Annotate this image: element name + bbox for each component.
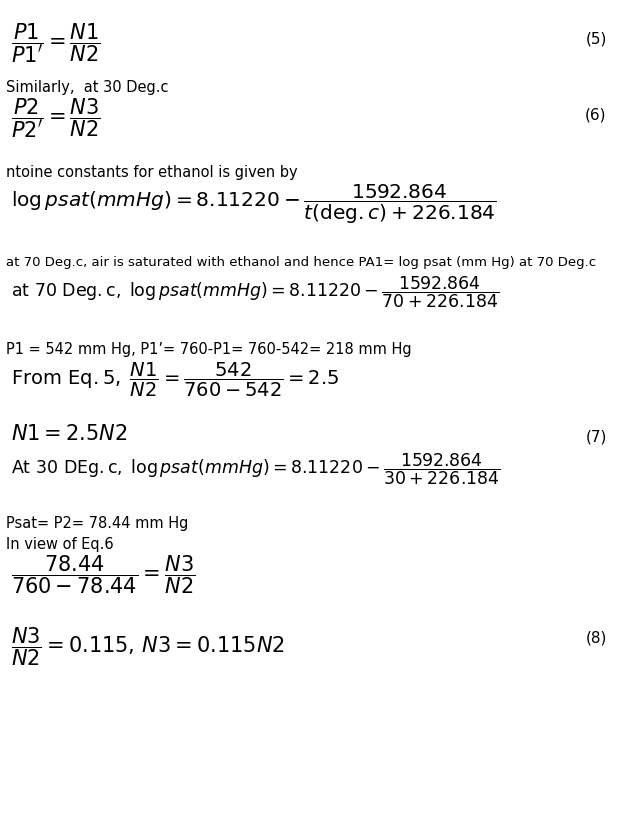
Text: $\dfrac{78.44}{760-78.44} = \dfrac{N3}{N2}$: $\dfrac{78.44}{760-78.44} = \dfrac{N3}{N…: [11, 554, 196, 597]
Text: $\mathrm{From\ Eq.5,}\;\dfrac{N1}{N2} = \dfrac{542}{760-542} = 2.5$: $\mathrm{From\ Eq.5,}\;\dfrac{N1}{N2} = …: [11, 361, 340, 399]
Text: at 70 Deg.c, air is saturated with ethanol and hence PA1= log psat (mm Hg) at 70: at 70 Deg.c, air is saturated with ethan…: [6, 256, 597, 268]
Text: $\log \mathit{psat}(mmHg) = 8.11220 - \dfrac{1592.864}{t(\mathrm{deg}.c)+226.184: $\log \mathit{psat}(mmHg) = 8.11220 - \d…: [11, 183, 497, 227]
Text: (7): (7): [585, 430, 607, 445]
Text: Psat= P2= 78.44 mm Hg: Psat= P2= 78.44 mm Hg: [6, 516, 189, 531]
Text: $\dfrac{P2}{P2'} = \dfrac{N3}{N2}$: $\dfrac{P2}{P2'} = \dfrac{N3}{N2}$: [11, 96, 101, 140]
Text: P1 = 542 mm Hg, P1’= 760-P1= 760-542= 218 mm Hg: P1 = 542 mm Hg, P1’= 760-P1= 760-542= 21…: [6, 342, 412, 357]
Text: $\dfrac{N3}{N2} = 0.115,\, N3 = 0.115N2$: $\dfrac{N3}{N2} = 0.115,\, N3 = 0.115N2$: [11, 625, 286, 668]
Text: $\mathrm{At\ 30\ DEg.c,}\;\log \mathit{psat}(mmHg) = 8.11220 - \dfrac{1592.864}{: $\mathrm{At\ 30\ DEg.c,}\;\log \mathit{p…: [11, 451, 501, 487]
Text: $\dfrac{P1}{P1'} = \dfrac{N1}{N2}$: $\dfrac{P1}{P1'} = \dfrac{N1}{N2}$: [11, 22, 101, 65]
Text: Similarly,  at 30 Deg.c: Similarly, at 30 Deg.c: [6, 80, 169, 95]
Text: (5): (5): [585, 32, 607, 47]
Text: In view of Eq.6: In view of Eq.6: [6, 537, 114, 552]
Text: $\mathrm{at\ 70\ Deg.c,}\;\log \mathit{psat}(mmHg) = 8.11220 - \dfrac{1592.864}{: $\mathrm{at\ 70\ Deg.c,}\;\log \mathit{p…: [11, 274, 499, 310]
Text: ntoine constants for ethanol is given by: ntoine constants for ethanol is given by: [6, 165, 298, 180]
Text: $N1 = 2.5N2$: $N1 = 2.5N2$: [11, 424, 128, 444]
Text: (6): (6): [585, 107, 607, 122]
Text: (8): (8): [585, 631, 607, 646]
